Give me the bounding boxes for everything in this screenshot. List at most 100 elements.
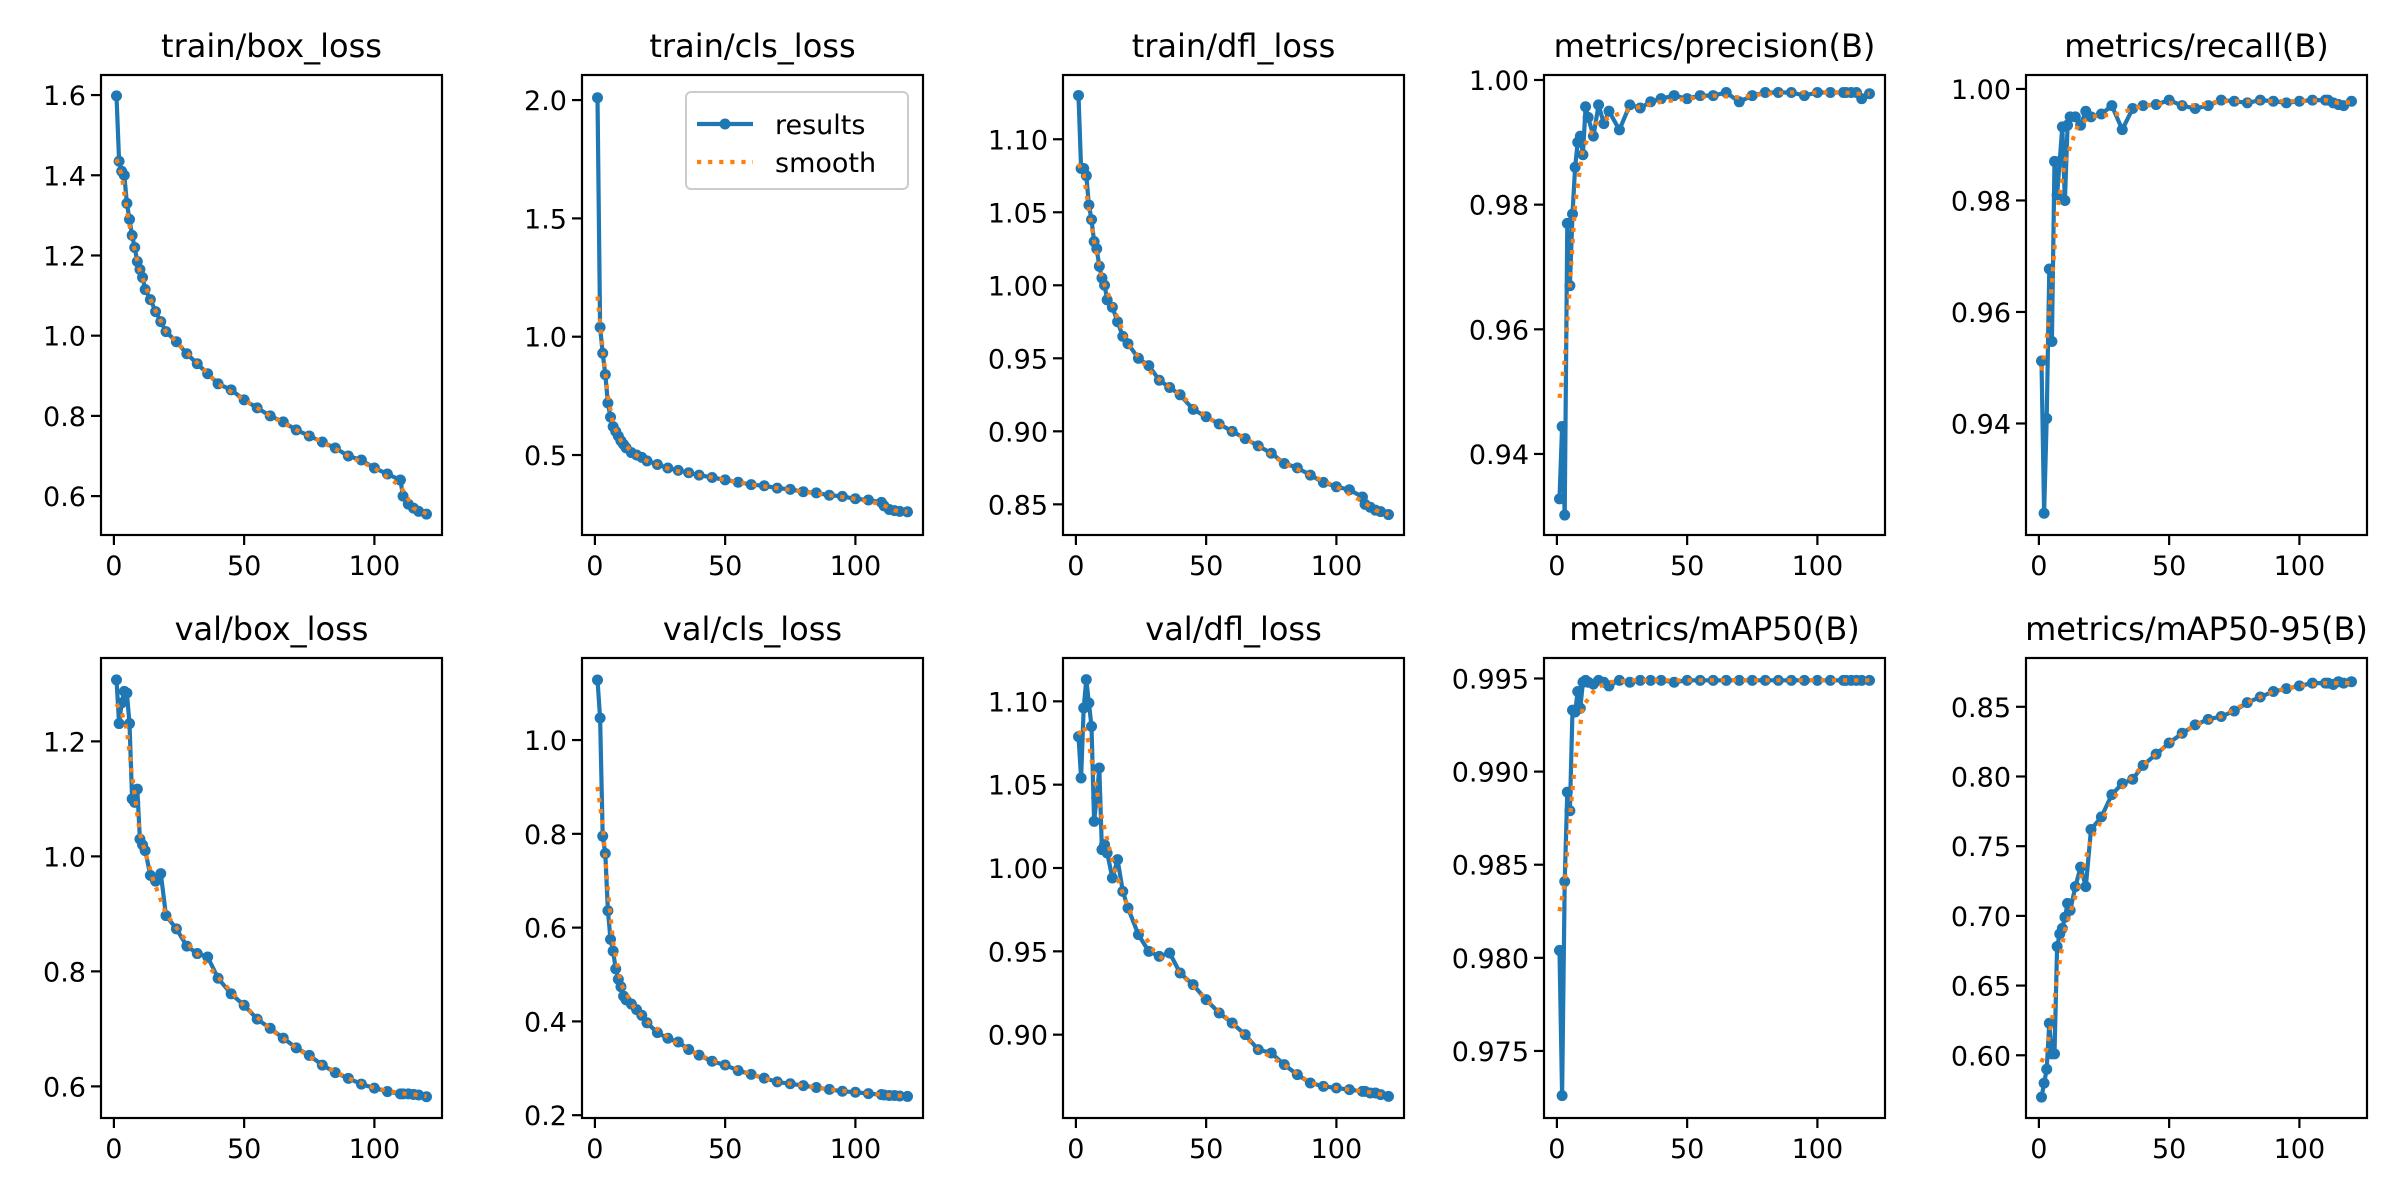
results-point (1080, 674, 1092, 686)
results-point (1593, 99, 1605, 111)
y-tick-label: 1.0 (43, 322, 86, 353)
results-point (1226, 1017, 1238, 1029)
axes-frame (1061, 73, 1406, 537)
x-tick-label: 100 (1311, 551, 1363, 582)
results-point (662, 1032, 674, 1044)
x-tick-label: 0 (1067, 551, 1084, 582)
results-point (1746, 90, 1758, 102)
results-point (111, 90, 122, 102)
results-point (2106, 100, 2118, 112)
results-point (2043, 1017, 2055, 1029)
smooth-line (1557, 678, 1870, 912)
y-tick-label: 1.10 (988, 125, 1048, 156)
y-tick-label: 0.95 (988, 937, 1048, 968)
results-point (1343, 484, 1355, 496)
x-tick-label: 50 (708, 1134, 742, 1165)
results-point (2041, 412, 2053, 424)
legend-results-marker (719, 118, 731, 130)
subplot-train-dfl-loss: train/dfl_loss 0 50 100 0.85 0.90 0.95 1.00 1.05… (988, 27, 1406, 582)
results-point (1093, 260, 1105, 272)
x-tick-label: 0 (1548, 551, 1565, 582)
results-point (1343, 1084, 1355, 1096)
results-point (1278, 1059, 1290, 1071)
y-tick-label: 0.90 (988, 1021, 1048, 1052)
results-line (1076, 677, 1389, 1099)
results-point (592, 92, 603, 104)
y-tick-label: 0.980 (1452, 944, 1529, 975)
axes-frame (2024, 73, 2369, 537)
y-tick-label: 0.8 (43, 402, 86, 433)
results-point (113, 718, 125, 730)
results-point (797, 1080, 809, 1092)
legend: results smooth (685, 91, 909, 190)
subplot-val-cls-loss: val/cls_loss 0 50 100 0.2 0.4 0.6 0.8 1.0 (524, 610, 925, 1165)
x-tick-label: 0 (1548, 1134, 1565, 1165)
results-point (1086, 720, 1098, 732)
plot-area (2036, 676, 2357, 1103)
y-tick-label: 0.6 (43, 1072, 86, 1103)
results-point (2106, 789, 2118, 801)
results-point (732, 476, 744, 488)
subplot-train-box-loss: train/box_loss 0 50 100 0.6 0.8 1.0 1.2 1.4 1.6 (43, 27, 444, 582)
x-tick-label: 100 (830, 551, 882, 582)
subplot-title: metrics/recall(B) (2064, 27, 2329, 65)
results-point (732, 1065, 744, 1077)
results-point (902, 506, 913, 518)
y-tick-label: 2.0 (524, 86, 567, 117)
results-point (2069, 881, 2081, 893)
axes-frame (99, 73, 444, 537)
y-tick-label: 0.95 (988, 344, 1048, 375)
results-point (1091, 243, 1103, 255)
smooth-line (1076, 721, 1390, 1099)
results-point (1733, 674, 1745, 686)
plot-area (111, 674, 432, 1103)
results-point (1083, 697, 1095, 709)
y-tick-label: 0.80 (1951, 762, 2011, 793)
y-tick-label: 0.995 (1452, 664, 1529, 695)
results-point (2038, 1077, 2050, 1089)
smooth-line (114, 158, 428, 516)
y-tick-label: 0.75 (1951, 832, 2011, 863)
results-point (706, 1055, 718, 1067)
results-point (1772, 86, 1784, 98)
results-point (2163, 737, 2175, 749)
results-point (1824, 86, 1836, 98)
results-point (1856, 93, 1868, 105)
results-point (394, 474, 406, 486)
x-tick-label: 0 (105, 1134, 122, 1165)
x-tick-label: 50 (2152, 551, 2186, 582)
results-point (1856, 674, 1868, 686)
results-point (1634, 674, 1646, 686)
results-point (2306, 94, 2318, 106)
results-point (329, 442, 341, 454)
y-tick-label: 0.8 (43, 957, 86, 988)
results-point (1164, 947, 1176, 959)
results-point (594, 712, 606, 724)
legend-frame (685, 91, 909, 190)
results-point (2293, 680, 2305, 692)
axes-frame (1542, 656, 1887, 1120)
results-point (1720, 86, 1732, 98)
plot-area (592, 674, 913, 1102)
subplot-metrics-precision-b: metrics/precision(B) 0 50 100 0.94 0.96 0.98 1.… (1469, 27, 1887, 582)
subplot-metrics-recall-b: metrics/recall(B) 0 50 100 0.94 0.96 0.98 1.00 (1951, 27, 2369, 582)
plot-area (1554, 86, 1875, 521)
x-tick-label: 50 (227, 551, 261, 582)
y-tick-label: 1.0 (43, 842, 86, 873)
y-tick-label: 0.990 (1452, 758, 1529, 789)
results-point (2036, 1091, 2047, 1103)
results-point (1088, 815, 1100, 827)
results-point (290, 1042, 302, 1054)
y-tick-label: 0.96 (1951, 298, 2011, 329)
results-point (1556, 1090, 1568, 1102)
results-point (1746, 674, 1758, 686)
results-point (2267, 95, 2279, 107)
results-point (1613, 124, 1625, 136)
x-tick-label: 100 (1792, 1134, 1844, 1165)
y-tick-label: 1.0 (524, 726, 567, 757)
results-point (202, 951, 214, 963)
results-point (1112, 854, 1124, 866)
subplot-val-dfl-loss: val/dfl_loss 0 50 100 0.90 0.95 1.00 1.05 1.10 (988, 610, 1406, 1165)
results-point (1317, 476, 1329, 488)
results-point (2150, 99, 2162, 111)
